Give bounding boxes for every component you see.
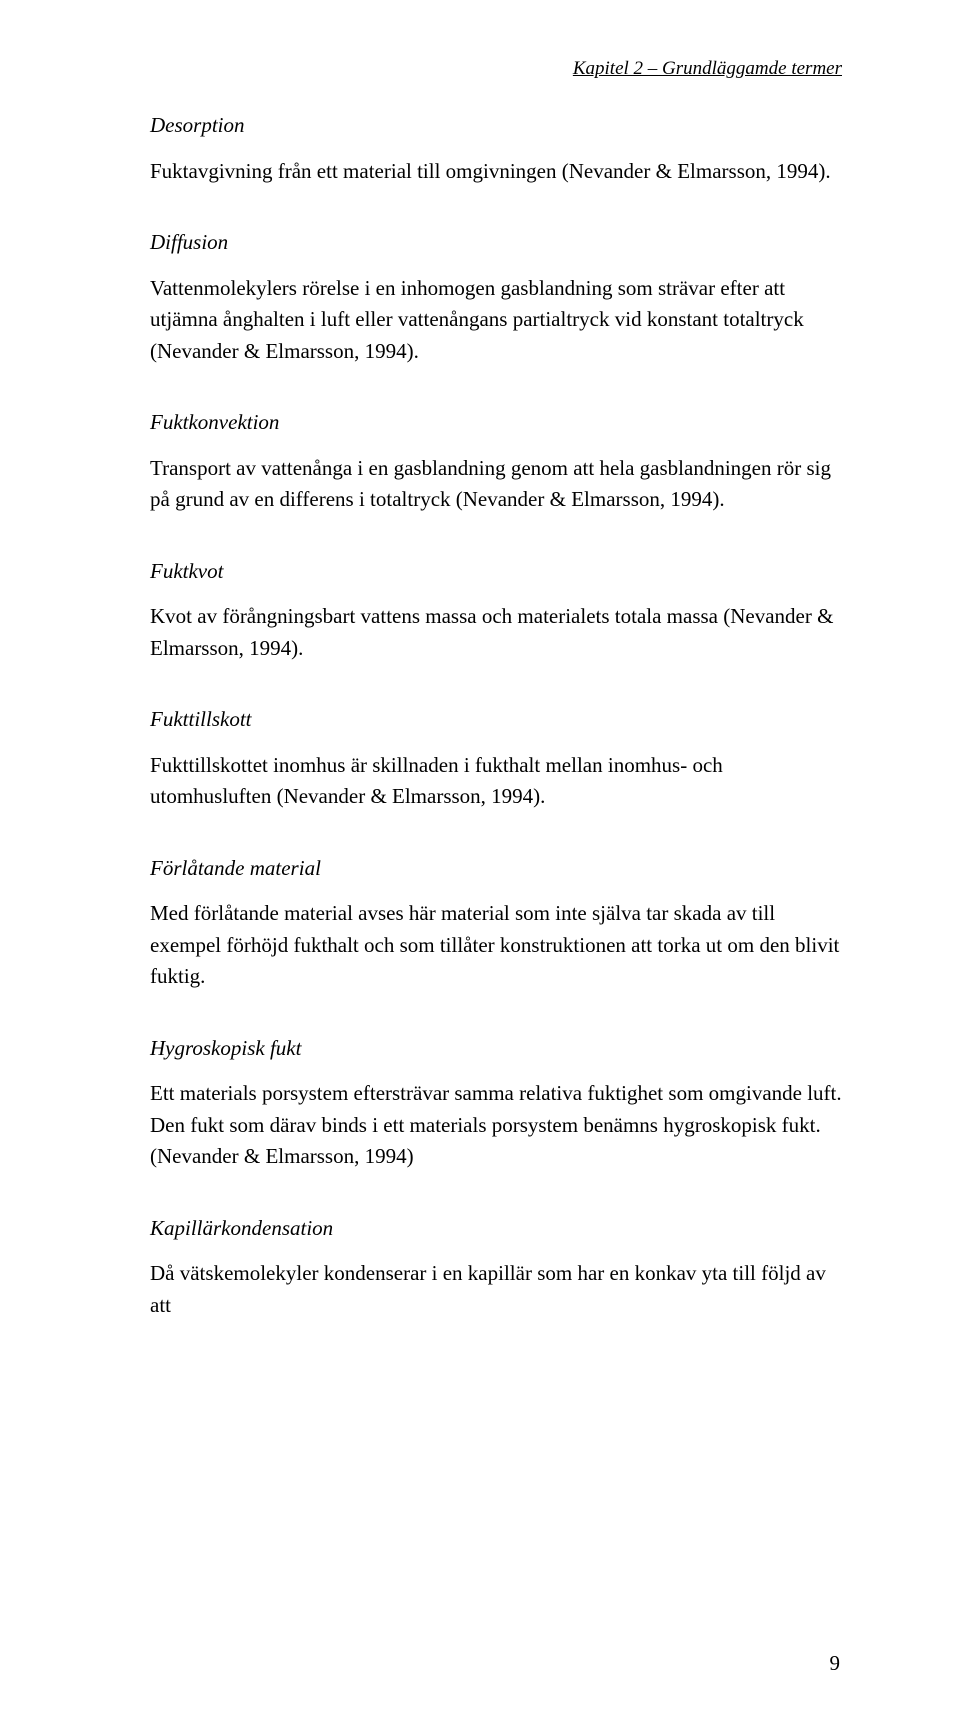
term-body: Vattenmolekylers rörelse i en inhomogen … [150,273,842,368]
term-heading: Fukttillskott [150,704,842,736]
term-body: Fuktavgivning från ett material till omg… [150,156,842,188]
running-head: Kapitel 2 – Grundläggamde termer [150,58,842,80]
term-body: Med förlåtande material avses här materi… [150,898,842,993]
term-body: Då vätskemolekyler kondenserar i en kapi… [150,1258,842,1321]
term-heading: Diffusion [150,227,842,259]
term-body: Fukttillskottet inomhus är skillnaden i … [150,750,842,813]
term-body: Ett materials porsystem eftersträvar sam… [150,1078,842,1173]
term-heading: Kapillärkondensation [150,1213,842,1245]
page: Kapitel 2 – Grundläggamde termer Desorpt… [0,0,960,1736]
term-heading: Hygroskopisk fukt [150,1033,842,1065]
term-heading: Desorption [150,110,842,142]
term-body: Transport av vattenånga i en gasblandnin… [150,453,842,516]
term-heading: Fuktkvot [150,556,842,588]
page-number: 9 [830,1651,841,1676]
term-heading: Förlåtande material [150,853,842,885]
term-heading: Fuktkonvektion [150,407,842,439]
term-body: Kvot av förångningsbart vattens massa oc… [150,601,842,664]
